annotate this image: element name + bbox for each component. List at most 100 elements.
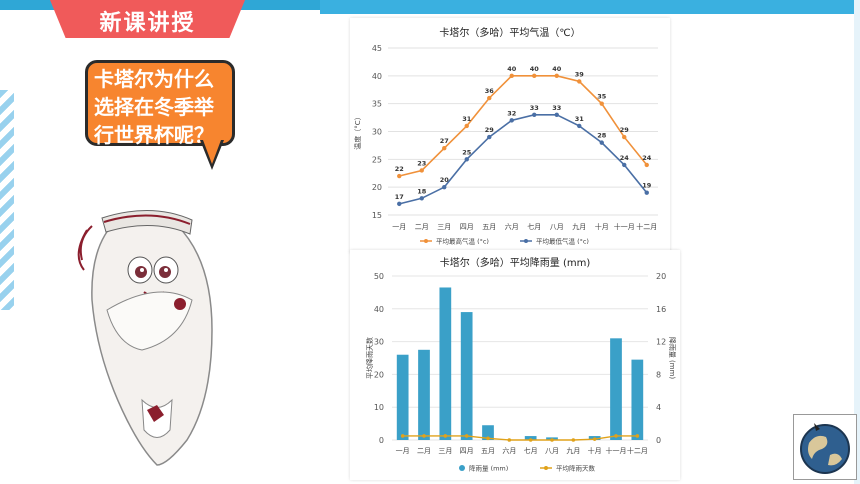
x-tick-label: 六月 [505,222,519,231]
y-tick-label: 25 [372,155,382,164]
bar [460,312,473,440]
data-point [614,434,618,438]
mascot-illustration [77,210,213,466]
data-point [419,196,424,201]
data-label: 24 [620,154,630,162]
data-label: 23 [417,159,426,167]
data-label: 40 [530,65,540,73]
title-banner [50,0,245,38]
legend-label: 平均最低气温 (°c) [536,237,589,246]
x-tick-label: 四月 [460,447,474,455]
x-tick-label: 十月 [595,222,609,231]
x-tick-label: 八月 [550,223,564,231]
temperature-chart-panel: 卡塔尔（多哈）平均气温（℃） 15 20 25 30 35 40 45 一月 二月 三月 四月 五月 六… [350,18,670,253]
data-point [464,123,469,129]
data-point [554,112,559,118]
y-tick-label-right: 8 [656,370,661,379]
data-point [443,434,448,438]
y-tick-label-left: 50 [374,272,384,281]
data-point [644,162,649,168]
data-point [509,73,514,79]
data-point [442,146,447,151]
temperature-chart: 15 20 25 30 35 40 45 一月 二月 三月 四月 五月 六月 七月 八月 九月 十月 十一月 十二月… [353,44,658,246]
legend-label: 平均降雨天数 [556,464,596,473]
globe-logo [793,414,857,480]
legend-marker [459,465,465,471]
data-point [644,190,649,195]
data-point [486,436,490,441]
data-label: 40 [507,65,517,73]
y-tick-label-right: 16 [656,305,666,314]
y-tick-label: 30 [372,128,382,137]
x-tick-label: 九月 [572,222,586,231]
page-title: 新课讲授 [99,11,196,36]
data-point [599,140,604,145]
x-tick-label: 二月 [415,223,429,231]
data-point [599,101,604,106]
data-label: 33 [530,104,539,112]
data-point [622,134,627,140]
globe-icon [800,423,850,474]
data-point [577,79,582,84]
data-point [635,434,640,438]
data-point [487,95,492,101]
x-tick-label: 一月 [392,223,406,231]
series-line [399,114,648,205]
y-axis-label: 温度（°C） [353,113,362,149]
bar [396,354,409,440]
speech-bubble-tail-fill [203,140,221,164]
data-point [397,173,402,179]
legend-marker [424,239,428,243]
bar [482,425,494,440]
x-tick-label: 十一月 [606,446,627,455]
data-point [397,201,402,207]
y-tick-label-right: 20 [656,272,666,281]
data-point [622,162,627,168]
legend-label: 降雨量 (mm) [469,464,508,473]
y-tick-label: 20 [372,183,382,192]
legend-marker [544,466,548,470]
rainfall-chart-panel: 卡塔尔（多哈）平均降雨量 (mm) 0 10 20 30 40 50 0 4 8 12 16 20 平均… [350,250,680,480]
y-axis-label-left: 平均降雨天数 [365,337,374,379]
data-label: 20 [440,176,450,184]
x-tick-label: 十二月 [636,222,657,231]
data-point [532,112,537,118]
x-tick-label: 二月 [417,447,431,455]
x-tick-label: 七月 [527,222,541,231]
x-tick-label: 五月 [481,447,495,455]
x-tick-label: 十二月 [627,446,648,455]
data-point [592,437,597,441]
y-tick-label-left: 30 [374,338,384,347]
series-line [402,435,638,441]
data-label: 22 [395,165,404,173]
data-label: 28 [597,132,607,140]
y-tick-label-right: 4 [656,403,661,412]
x-tick-label: 五月 [482,223,496,231]
y-tick-label-left: 20 [374,370,384,379]
data-point [532,73,537,79]
left-decorative-stripe [0,90,14,310]
x-tick-label: 四月 [460,223,474,231]
data-point [550,438,554,442]
data-label: 29 [485,126,495,134]
data-point [509,118,514,123]
chart-title: 卡塔尔（多哈）平均降雨量 (mm) [439,258,591,269]
y-tick-label: 35 [372,100,382,109]
data-point [554,73,559,79]
data-label: 31 [462,115,472,123]
data-label: 36 [485,87,495,95]
y-tick-label: 15 [372,211,382,220]
series-line [399,75,648,177]
y-tick-label: 40 [372,72,382,81]
speech-bubble: 卡塔尔为什么选择在冬季举行世界杯呢？ [85,60,235,147]
y-tick-label-right: 12 [656,338,666,347]
data-label: 18 [417,187,427,195]
data-point [419,168,424,173]
x-tick-label: 三月 [437,223,451,231]
x-tick-label: 九月 [566,446,580,455]
legend-marker [524,239,528,243]
top-bar-accent [320,0,860,14]
data-label: 29 [620,126,630,134]
data-label: 40 [552,65,562,73]
